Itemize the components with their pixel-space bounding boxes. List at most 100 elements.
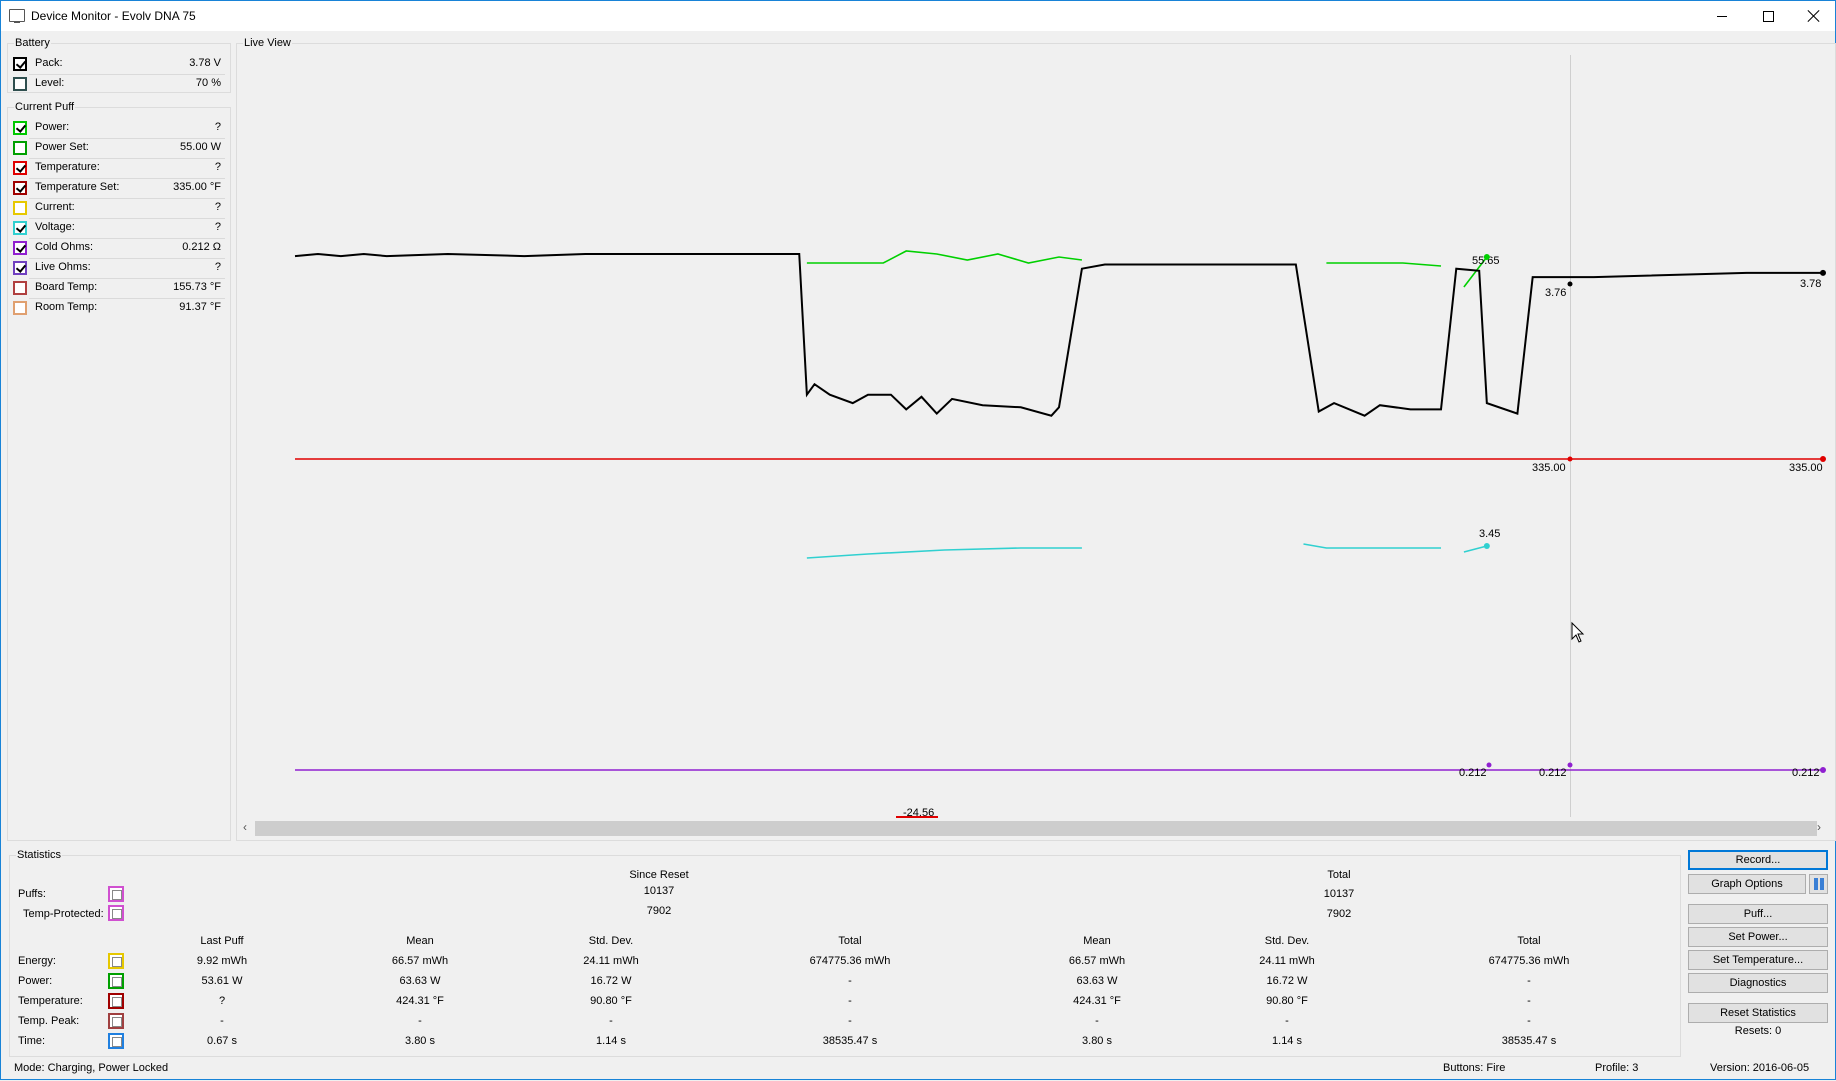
temperature-checkbox[interactable] — [13, 161, 27, 175]
pause-button[interactable] — [1809, 874, 1828, 894]
minimize-button[interactable] — [1699, 1, 1745, 31]
stats-row-label: Temp. Peak: — [18, 1015, 80, 1027]
power-set-checkbox[interactable] — [13, 141, 27, 155]
room-temp-checkbox[interactable] — [13, 301, 27, 315]
diagnostics-button[interactable]: Diagnostics — [1688, 973, 1828, 993]
power-checkbox[interactable] — [13, 121, 27, 135]
stats-column-header: Mean — [406, 935, 434, 947]
stats-row-label: Power: — [18, 975, 53, 987]
power-value: ? — [214, 121, 221, 133]
live-ohms-label: Live Ohms: — [35, 261, 91, 273]
close-icon — [1807, 9, 1821, 23]
maximize-button[interactable] — [1745, 1, 1791, 31]
temperature-set-checkbox[interactable] — [13, 181, 27, 195]
level-checkbox[interactable] — [13, 77, 27, 91]
current-checkbox[interactable] — [13, 201, 27, 215]
stats-cell: 38535.47 s — [1501, 1035, 1557, 1047]
close-button[interactable] — [1791, 1, 1836, 31]
voltage-checkbox[interactable] — [13, 221, 27, 235]
puff-row-live-ohms: Live Ohms:? — [5, 259, 221, 276]
puff-row-temperature-set: Temperature Set: 335.00 °F — [5, 179, 221, 196]
temp-protected-color-box[interactable] — [108, 905, 124, 921]
set-power-button[interactable]: Set Power... — [1688, 927, 1828, 947]
puffs-label: Puffs: — [18, 888, 46, 900]
room-temp-value: 91.37 °F — [179, 301, 221, 313]
stats-cell: 38535.47 s — [822, 1035, 878, 1047]
stats-column-header: Total — [838, 935, 862, 947]
temperature-label: Temperature: — [35, 161, 100, 173]
maximize-icon — [1762, 10, 1774, 22]
live-view-scrollbar[interactable]: ‹ › — [241, 818, 1831, 839]
reset-statistics-button[interactable]: Reset Statistics — [1688, 1003, 1828, 1023]
power-set-label: Power Set: — [35, 141, 89, 153]
voltage-value: ? — [214, 221, 221, 233]
level-value: 70 % — [195, 77, 221, 89]
power-label: Power: — [35, 121, 70, 133]
status-version: Version: 2016-06-05 — [1710, 1062, 1810, 1074]
current-value: ? — [214, 201, 221, 213]
stats-cell: 16.72 W — [590, 975, 632, 987]
stats-cell: - — [1527, 1015, 1531, 1027]
graph-options-button[interactable]: Graph Options — [1688, 874, 1806, 894]
puffs-color-box[interactable] — [108, 886, 124, 902]
temperature-value: ? — [214, 161, 221, 173]
stats-cell: 24.11 mWh — [583, 955, 639, 967]
stats-color-box[interactable] — [108, 953, 124, 969]
stats-cell: 1.14 s — [1272, 1035, 1302, 1047]
pack-checkbox[interactable] — [13, 57, 27, 71]
scroll-thumb[interactable] — [255, 821, 1817, 836]
board-temp-checkbox[interactable] — [13, 281, 27, 295]
stats-row-label: Time: — [18, 1035, 46, 1047]
stats-cell: - — [220, 1015, 224, 1027]
temp-protected-since-reset: 7902 — [646, 905, 672, 917]
power-set-value: 55.00 W — [180, 141, 221, 153]
stats-column-header: Mean — [1083, 935, 1111, 947]
set-temperature-button[interactable]: Set Temperature... — [1688, 950, 1828, 970]
status-mode: Mode: Charging, Power Locked — [14, 1062, 169, 1074]
statistics-group: Statistics — [9, 849, 1681, 1057]
live-ohms-value: ? — [214, 261, 221, 273]
live-view-group: Live View — [236, 37, 1836, 841]
stats-color-box[interactable] — [108, 1013, 124, 1029]
scroll-left-icon[interactable]: ‹ — [243, 820, 247, 834]
stats-cell: - — [1527, 975, 1531, 987]
puff-row-temperature: Temperature:? — [5, 159, 221, 176]
stats-cell: - — [848, 975, 852, 987]
battery-group: Battery — [7, 37, 231, 93]
cold-ohms-label: Cold Ohms: — [35, 241, 94, 253]
stats-cell: 63.63 W — [399, 975, 441, 987]
record-button[interactable]: Record... — [1688, 850, 1828, 870]
scroll-right-icon[interactable]: › — [1817, 820, 1821, 834]
puff-row-room-temp: Room Temp: 91.37 °F — [5, 299, 221, 316]
stats-cell: 90.80 °F — [1266, 995, 1308, 1007]
puff-row-power-set: Power Set: 55.00 W — [5, 139, 221, 156]
stats-cell: - — [1095, 1015, 1099, 1027]
pack-label: Pack: — [35, 57, 63, 69]
stats-cell: - — [1285, 1015, 1289, 1027]
puff-row-voltage: Voltage:? — [5, 219, 221, 236]
battery-row-pack: Pack: 3.78 V — [5, 55, 221, 72]
status-bar: Mode: Charging, Power Locked Buttons: Fi… — [1, 1059, 1835, 1079]
stats-cell: ? — [218, 995, 226, 1007]
temperature-set-label: Temperature Set: — [35, 181, 120, 193]
puffs-total: 10137 — [1323, 888, 1355, 900]
battery-legend: Battery — [15, 37, 50, 49]
temp-protected-label: Temp-Protected: — [23, 908, 104, 920]
title-bar: Device Monitor - Evolv DNA 75 — [1, 1, 1835, 31]
stats-color-box[interactable] — [108, 973, 124, 989]
stats-color-box[interactable] — [108, 1033, 124, 1049]
puff-row-current: Current:? — [5, 199, 221, 216]
stats-cell: 63.63 W — [1076, 975, 1118, 987]
stats-cell: - — [848, 995, 852, 1007]
status-profile: Profile: 3 — [1595, 1062, 1639, 1074]
temp-protected-total: 7902 — [1326, 908, 1352, 920]
cold-ohms-checkbox[interactable] — [13, 241, 27, 255]
live-ohms-checkbox[interactable] — [13, 261, 27, 275]
stats-column-header: Std. Dev. — [1264, 935, 1310, 947]
battery-row-level: Level: 70 % — [5, 75, 221, 92]
stats-cell: 674775.36 mWh — [1488, 955, 1570, 967]
stats-color-box[interactable] — [108, 993, 124, 1009]
puff-button[interactable]: Puff... — [1688, 904, 1828, 924]
current-puff-group: Current Puff — [7, 101, 231, 841]
